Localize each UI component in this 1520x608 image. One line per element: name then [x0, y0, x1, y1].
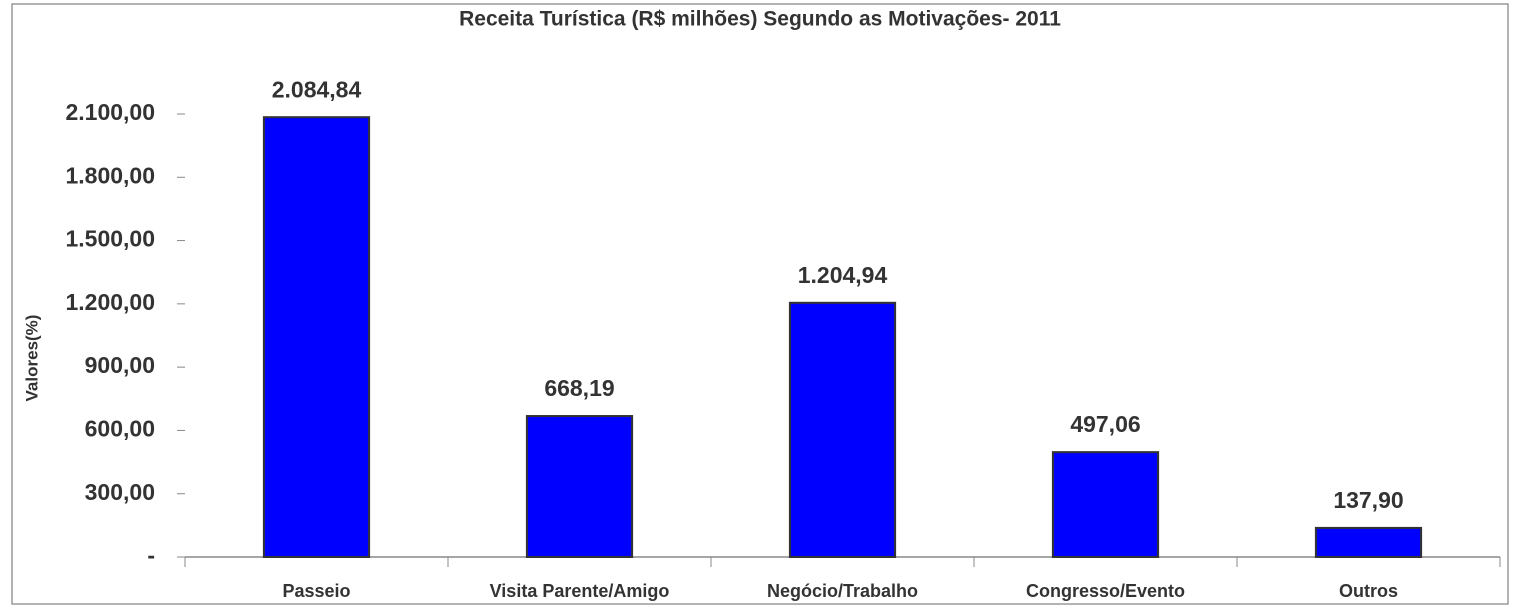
x-tick-label: Negócio/Trabalho: [767, 581, 918, 601]
y-tick-label: 2.100,00: [65, 99, 155, 125]
bar: [262, 116, 371, 558]
y-tick-label: 1.500,00: [65, 226, 155, 252]
y-tick-label: -: [147, 542, 155, 568]
y-tick-label: 1.200,00: [65, 289, 155, 315]
y-tick-label: 300,00: [85, 479, 155, 505]
bar: [1051, 451, 1160, 558]
y-tick-label: 900,00: [85, 352, 155, 378]
data-label: 2.084,84: [272, 76, 362, 102]
x-tick-label: Outros: [1339, 581, 1398, 601]
x-tick-label: Passeio: [282, 581, 350, 601]
chart-title: Receita Turística (R$ milhões) Segundo a…: [459, 8, 1061, 31]
data-label: 668,19: [544, 375, 614, 401]
x-tick-label: Visita Parente/Amigo: [490, 581, 670, 601]
y-axis-label: Valores(%): [22, 315, 41, 402]
x-tick-label: Congresso/Evento: [1026, 581, 1185, 601]
bar: [788, 301, 897, 558]
data-label: 137,90: [1333, 487, 1403, 513]
bar: [1314, 526, 1423, 559]
bar: [525, 415, 634, 559]
chart-frame: [11, 3, 1509, 605]
data-label: 497,06: [1070, 411, 1140, 437]
data-label: 1.204,94: [798, 262, 888, 288]
y-tick-label: 600,00: [85, 416, 155, 442]
y-tick-label: 1.800,00: [65, 162, 155, 188]
